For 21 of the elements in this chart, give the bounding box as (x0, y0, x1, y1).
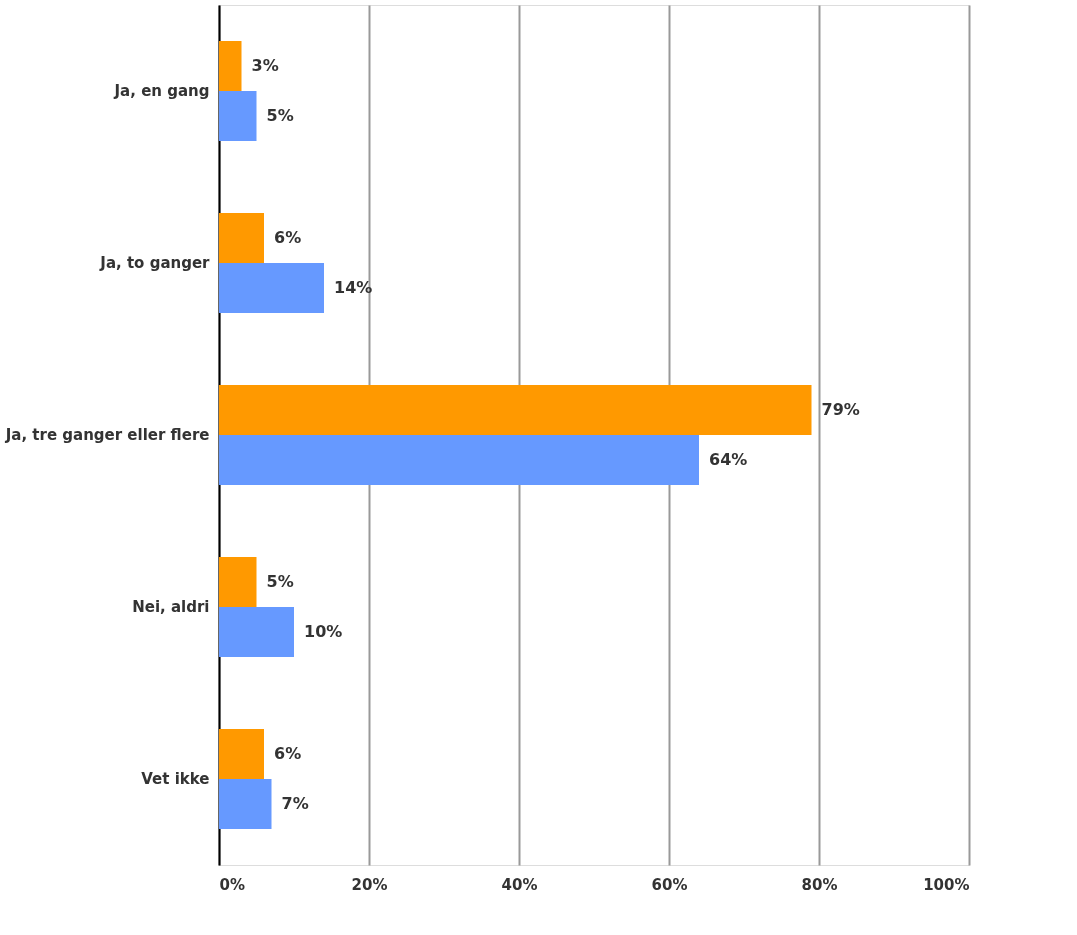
x-tick-label: 60% (651, 875, 688, 894)
data-label: 7% (281, 793, 309, 813)
y-tick-label: Ja, tre ganger eller flere (4, 426, 210, 444)
data-label: 6% (274, 744, 302, 764)
y-tick-label: Ja, to ganger (99, 254, 211, 272)
data-label: 5% (266, 105, 294, 125)
data-label: 5% (266, 572, 294, 592)
data-label: 6% (274, 228, 302, 248)
x-tick-label: 20% (351, 875, 388, 894)
y-tick-label: Vet ikke (141, 770, 210, 788)
data-label: 3% (251, 56, 279, 76)
x-tick-label: 0% (219, 875, 245, 894)
x-tick-label: 80% (801, 875, 838, 894)
x-tick-label: 100% (923, 875, 970, 894)
y-tick-label: Ja, en gang (113, 82, 210, 100)
data-label: 14% (334, 277, 373, 297)
data-label: 79% (821, 400, 860, 420)
x-tick-label: 40% (501, 875, 538, 894)
data-label: 64% (709, 449, 748, 469)
y-tick-label: Nei, aldri (132, 598, 210, 616)
data-label: 10% (304, 621, 343, 641)
